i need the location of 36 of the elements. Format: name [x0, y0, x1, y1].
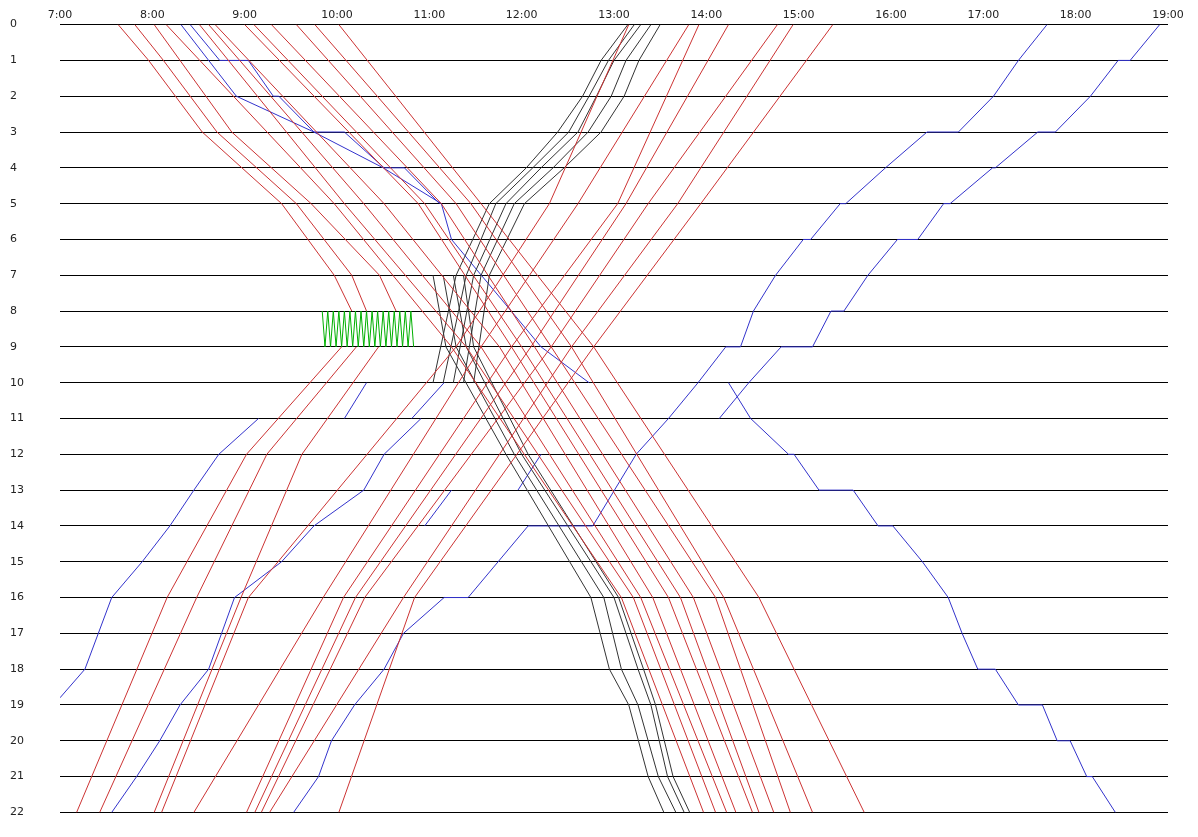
y-tick-label: 5: [10, 196, 17, 210]
y-tick-label: 19: [10, 697, 24, 711]
x-tick-label: 16:00: [875, 7, 907, 21]
y-tick-label: 13: [10, 482, 24, 496]
x-tick-label: 11:00: [413, 7, 446, 21]
x-tick-label: 8:00: [139, 7, 165, 21]
y-tick-label: 11: [10, 411, 24, 425]
y-tick-label: 21: [10, 769, 24, 783]
x-tick-label: 12:00: [505, 7, 538, 21]
y-tick-label: 8: [10, 303, 17, 317]
y-tick-label: 14: [10, 518, 24, 532]
x-tick-label: 17:00: [967, 7, 1000, 21]
y-tick-label: 3: [10, 124, 17, 138]
y-tick-label: 12: [10, 447, 24, 461]
x-tick-label: 15:00: [782, 7, 815, 21]
x-tick-label: 9:00: [232, 7, 258, 21]
x-tick-label: 13:00: [598, 7, 630, 21]
y-tick-label: 18: [10, 662, 24, 676]
x-tick-label: 14:00: [690, 7, 723, 21]
x-tick-label: 19:00: [1152, 7, 1184, 21]
y-tick-label: 15: [10, 554, 24, 568]
y-tick-label: 1: [10, 53, 17, 67]
y-tick-label: 16: [10, 590, 24, 604]
y-tick-label: 0: [10, 17, 17, 31]
y-tick-label: 20: [10, 733, 24, 747]
y-tick-label: 10: [10, 375, 24, 389]
x-tick-label: 18:00: [1059, 7, 1092, 21]
x-tick-label: 10:00: [321, 7, 353, 21]
y-tick-label: 6: [10, 232, 17, 246]
y-tick-label: 22: [10, 805, 24, 819]
y-tick-label: 9: [10, 339, 17, 353]
y-tick-label: 17: [10, 626, 24, 640]
x-tick-label: 7:00: [47, 7, 73, 21]
y-tick-label: 4: [10, 160, 17, 174]
y-tick-label: 7: [10, 268, 17, 282]
y-tick-label: 2: [10, 89, 17, 103]
